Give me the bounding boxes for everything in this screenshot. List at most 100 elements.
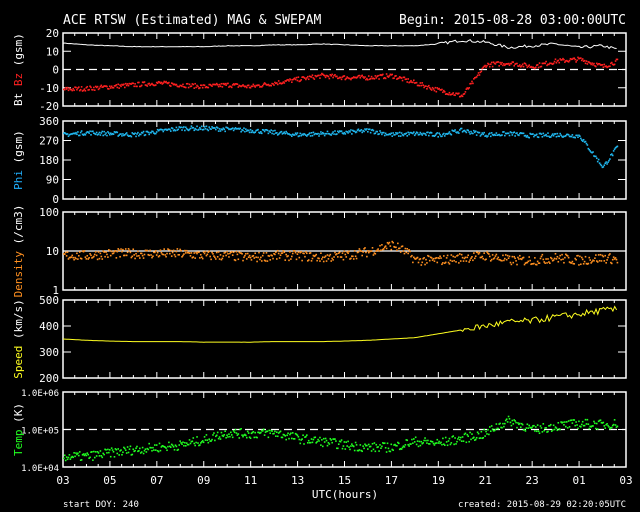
data-point — [369, 250, 372, 252]
data-point — [275, 82, 277, 85]
data-point — [515, 132, 517, 135]
data-point — [318, 135, 320, 137]
data-point — [278, 431, 281, 433]
data-point — [118, 249, 120, 252]
data-point — [260, 431, 262, 434]
data-point — [142, 81, 145, 84]
data-point — [395, 131, 397, 134]
data-point — [292, 250, 295, 252]
data-point — [476, 131, 479, 133]
data-point — [301, 259, 303, 262]
data-point — [597, 254, 600, 256]
data-point — [190, 125, 193, 127]
data-point — [245, 252, 247, 255]
data-point — [570, 262, 573, 264]
data-point — [288, 80, 290, 82]
data-point — [590, 262, 592, 264]
data-point — [609, 427, 611, 430]
data-point — [144, 448, 147, 451]
data-point — [240, 130, 242, 133]
data-point — [136, 255, 138, 257]
data-point — [268, 429, 271, 432]
data-point — [252, 430, 255, 433]
data-point — [78, 134, 80, 137]
data-point — [407, 443, 409, 446]
data-point — [97, 251, 100, 253]
data-point — [443, 444, 446, 447]
data-point — [63, 132, 65, 135]
data-point — [469, 431, 471, 434]
data-point — [215, 83, 217, 86]
data-point — [155, 254, 158, 256]
data-point — [162, 253, 165, 256]
data-point — [205, 254, 208, 257]
data-point — [391, 240, 394, 243]
data-point — [596, 63, 599, 66]
data-point — [593, 259, 595, 262]
data-point — [80, 458, 83, 461]
data-point — [550, 62, 553, 65]
data-point — [81, 453, 84, 456]
data-point — [229, 252, 231, 255]
data-point — [379, 74, 381, 77]
data-point — [390, 74, 393, 76]
data-point — [483, 428, 485, 431]
data-point — [390, 132, 393, 135]
data-point — [357, 74, 360, 77]
data-point — [556, 255, 559, 258]
data-point — [291, 252, 294, 255]
data-point — [255, 436, 257, 439]
data-point — [418, 133, 421, 136]
data-point — [123, 134, 126, 136]
data-point — [100, 132, 103, 134]
data-point — [122, 84, 124, 86]
data-point — [100, 255, 103, 258]
data-point — [530, 133, 532, 136]
data-point — [127, 451, 130, 454]
data-point — [221, 86, 224, 88]
data-point — [441, 263, 443, 266]
data-point — [205, 125, 208, 128]
data-point — [158, 442, 161, 445]
data-point — [140, 252, 143, 255]
data-point — [353, 76, 356, 79]
data-point — [383, 134, 386, 137]
data-point — [92, 130, 94, 133]
data-point — [401, 79, 404, 82]
data-point — [218, 436, 221, 438]
data-point — [235, 432, 238, 434]
data-point — [413, 82, 416, 84]
data-point — [592, 64, 594, 66]
data-point — [114, 250, 117, 252]
data-point — [352, 255, 354, 258]
data-point — [462, 440, 465, 442]
data-point — [217, 130, 220, 132]
data-point — [351, 133, 353, 135]
data-point — [424, 85, 426, 87]
data-point — [291, 81, 293, 83]
data-point — [525, 136, 528, 138]
data-point — [392, 132, 394, 134]
data-point — [90, 134, 92, 136]
data-point — [270, 129, 272, 131]
data-point — [146, 447, 149, 450]
data-point — [93, 253, 96, 256]
data-point — [565, 421, 568, 423]
data-point — [440, 135, 442, 138]
data-point — [321, 73, 324, 76]
data-point — [207, 251, 210, 253]
data-point — [95, 86, 98, 89]
data-point — [551, 133, 554, 135]
data-point — [418, 258, 421, 261]
data-point — [428, 134, 430, 137]
data-point — [322, 260, 325, 263]
data-point — [545, 133, 547, 136]
data-point — [157, 450, 160, 453]
data-point — [372, 448, 375, 451]
data-point — [93, 132, 96, 135]
data-point — [80, 257, 83, 260]
data-point — [380, 131, 382, 134]
x-tick-label: 13 — [291, 474, 304, 487]
data-point — [332, 131, 334, 133]
data-point — [564, 61, 566, 63]
